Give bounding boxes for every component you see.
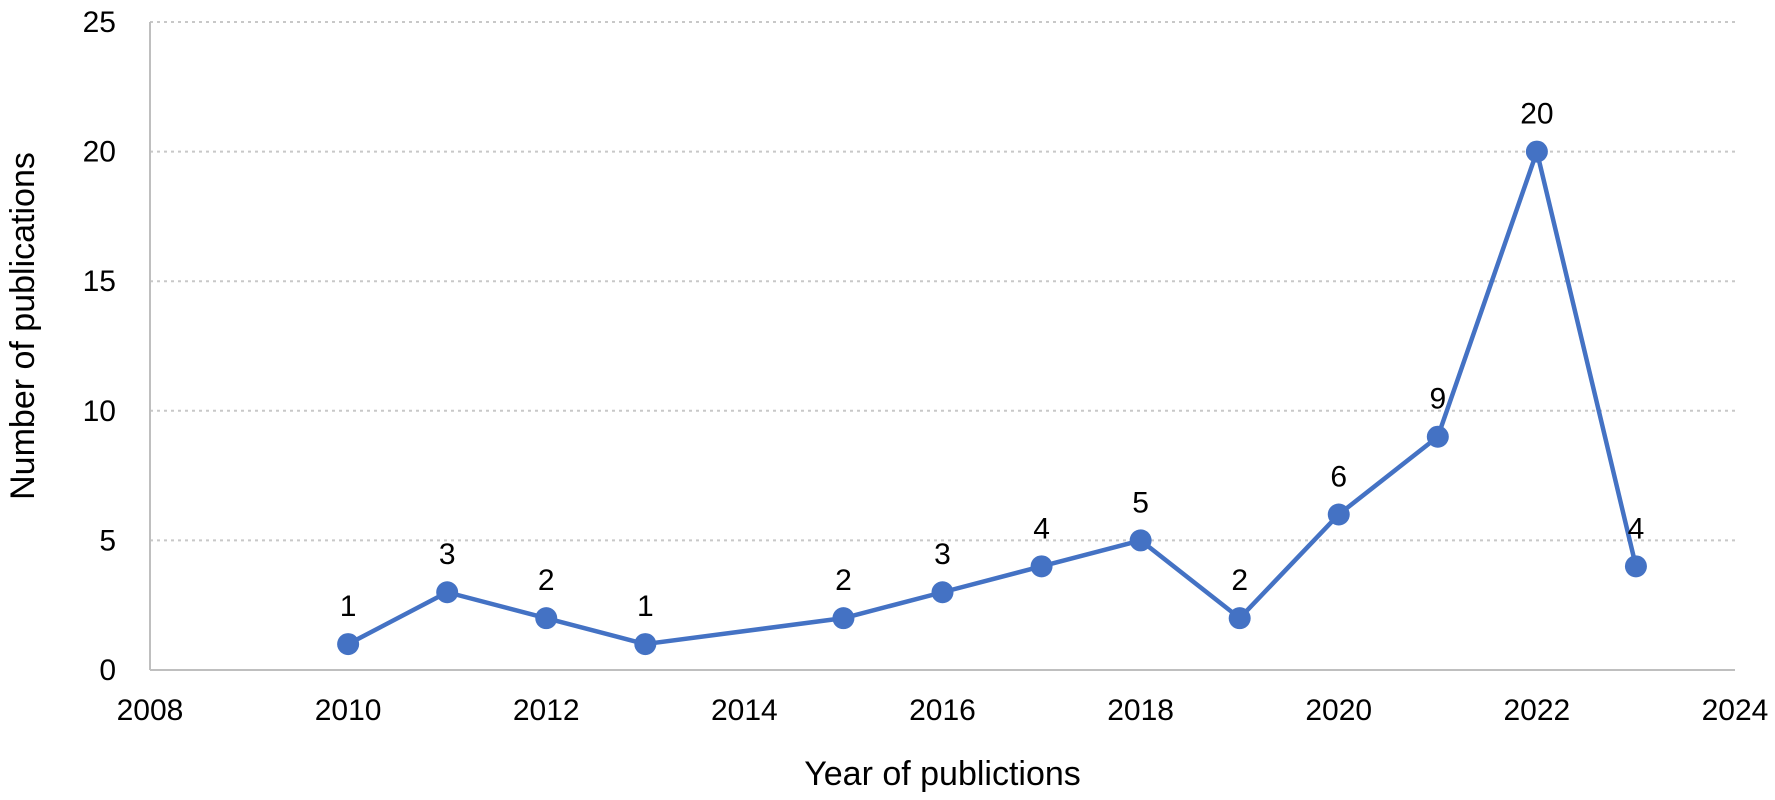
data-label: 20	[1520, 98, 1553, 131]
x-tick-label: 2008	[117, 694, 184, 727]
x-axis-title: Year of publictions	[804, 755, 1081, 793]
x-tick-label: 2014	[711, 694, 778, 727]
data-point	[1624, 555, 1647, 578]
data-label: 1	[637, 590, 654, 623]
x-tick-label: 2012	[513, 694, 580, 727]
y-tick-label: 15	[83, 265, 116, 298]
data-point	[1426, 425, 1449, 448]
x-tick-label: 2022	[1504, 694, 1571, 727]
y-tick-label: 5	[99, 524, 116, 557]
data-point	[1525, 140, 1548, 163]
data-label: 3	[439, 538, 456, 571]
data-point	[634, 633, 657, 656]
gridlines	[150, 21, 1735, 542]
data-label: 2	[835, 564, 852, 597]
data-label: 4	[1628, 512, 1645, 545]
data-point	[832, 607, 855, 630]
data-label: 3	[934, 538, 951, 571]
x-tick-label: 2016	[909, 694, 976, 727]
y-axis-title: Number of publications	[4, 152, 42, 500]
data-point	[931, 581, 954, 604]
data-point	[1228, 607, 1251, 630]
x-tick-label: 2010	[315, 694, 382, 727]
x-tick-label: 2020	[1305, 694, 1372, 727]
data-label: 6	[1330, 460, 1347, 493]
y-tick-label: 25	[83, 6, 116, 39]
data-series	[337, 140, 1647, 656]
x-tick-label: 2024	[1702, 694, 1769, 727]
data-labels: 1 3 2 1 2 3 4 5 2 6 9 20 4	[340, 98, 1645, 623]
data-label: 1	[340, 590, 357, 623]
data-point	[535, 607, 558, 630]
y-tick-label: 20	[83, 136, 116, 169]
data-label: 2	[1231, 564, 1248, 597]
data-point	[436, 581, 459, 604]
data-label: 2	[538, 564, 555, 597]
data-point	[1129, 529, 1152, 552]
y-tick-label: 0	[99, 654, 116, 687]
data-point	[337, 633, 360, 656]
data-label: 9	[1429, 383, 1446, 416]
data-point	[1327, 503, 1350, 526]
x-tick-label: 2018	[1107, 694, 1174, 727]
data-label: 5	[1132, 486, 1149, 519]
data-point	[1030, 555, 1053, 578]
data-label: 4	[1033, 512, 1050, 545]
y-tick-label: 10	[83, 395, 116, 428]
